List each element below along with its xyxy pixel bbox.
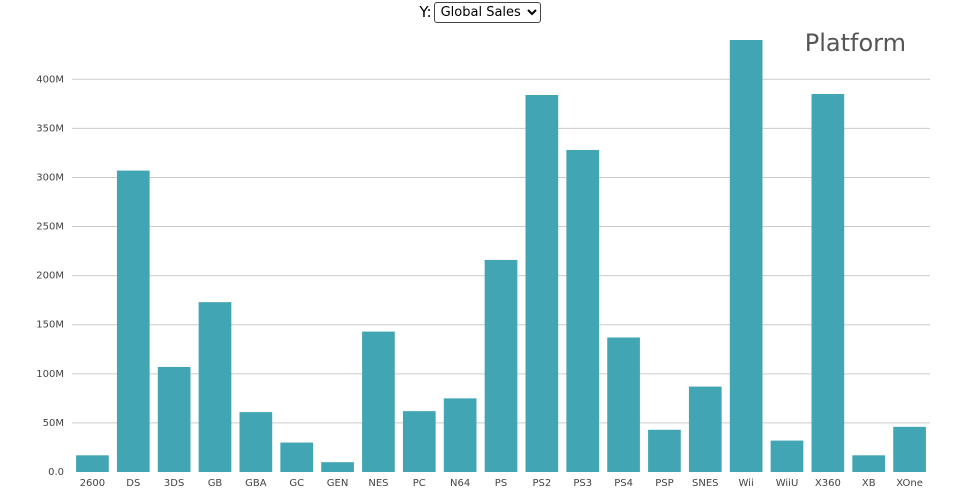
- y-tick-label: 0.0: [48, 467, 64, 478]
- y-tick-label: 250M: [36, 222, 64, 233]
- x-tick-label: N64: [450, 478, 470, 489]
- x-tick-label: WiiU: [776, 478, 799, 489]
- x-tick-label: GEN: [327, 478, 349, 489]
- y-tick-label: 100M: [36, 369, 64, 380]
- x-tick-label: GC: [289, 478, 304, 489]
- bar-n64[interactable]: [443, 398, 477, 472]
- y-tick-label: 200M: [36, 271, 64, 282]
- x-tick-label: GB: [208, 478, 223, 489]
- x-tick-label: PSP: [655, 478, 673, 489]
- bar-nes[interactable]: [362, 331, 395, 472]
- bar-ps2[interactable]: [525, 94, 559, 473]
- y-select-label: Y:: [419, 3, 432, 21]
- y-tick-label: 400M: [36, 74, 64, 85]
- x-tick-label: 3DS: [164, 478, 184, 489]
- x-tick-label: 2600: [80, 478, 105, 489]
- y-tick-label: 350M: [36, 123, 64, 134]
- bar-x360[interactable]: [811, 94, 845, 472]
- bar-snes[interactable]: [688, 386, 722, 472]
- chart-title: Platform: [805, 29, 906, 57]
- x-tick-label: NES: [368, 478, 388, 489]
- bar-gen[interactable]: [321, 462, 354, 472]
- y-tick-labels: 0.0 50M 100M 150M 200M 250M 300M 350M 400M: [36, 74, 64, 478]
- bar-pc[interactable]: [402, 411, 436, 472]
- bar-3ds[interactable]: [157, 366, 191, 472]
- x-tick-label: DS: [126, 478, 140, 489]
- x-tick-label: PS3: [573, 478, 592, 489]
- bar-2600[interactable]: [76, 455, 109, 472]
- bar-wiiu[interactable]: [770, 440, 804, 472]
- x-tick-label: PS4: [614, 478, 633, 489]
- x-tick-label: GBA: [245, 478, 267, 489]
- x-tick-label: Wii: [739, 478, 754, 489]
- y-axis-control: Y: Global Sales: [0, 0, 960, 24]
- bar-ds[interactable]: [116, 170, 150, 472]
- bar-ps3[interactable]: [566, 149, 600, 473]
- x-tick-label: PC: [413, 478, 426, 489]
- x-tick-label: XB: [862, 478, 876, 489]
- x-tick-label: SNES: [692, 478, 719, 489]
- bars: [76, 40, 926, 473]
- bar-wii[interactable]: [729, 40, 763, 472]
- bar-ps4[interactable]: [607, 337, 640, 472]
- bar-gc[interactable]: [280, 442, 314, 472]
- x-tick-label: X360: [815, 478, 841, 489]
- bar-psp[interactable]: [648, 429, 681, 472]
- y-tick-label: 150M: [36, 320, 64, 331]
- x-tick-label: XOne: [896, 478, 923, 489]
- bar-gb[interactable]: [198, 302, 232, 472]
- x-tick-labels: 2600 DS 3DS GB GBA GC GEN NES PC N64 PS PS2 PS3 PS4 PS…: [80, 478, 923, 489]
- x-tick-label: PS: [495, 478, 507, 489]
- bar-gba[interactable]: [239, 412, 273, 472]
- bar-xb[interactable]: [852, 455, 886, 472]
- x-tick-label: PS2: [532, 478, 551, 489]
- y-metric-select[interactable]: Global Sales: [433, 1, 541, 23]
- y-tick-label: 50M: [43, 418, 64, 429]
- bar-ps[interactable]: [484, 259, 518, 472]
- y-tick-label: 300M: [36, 172, 64, 183]
- bar-xone[interactable]: [893, 426, 926, 472]
